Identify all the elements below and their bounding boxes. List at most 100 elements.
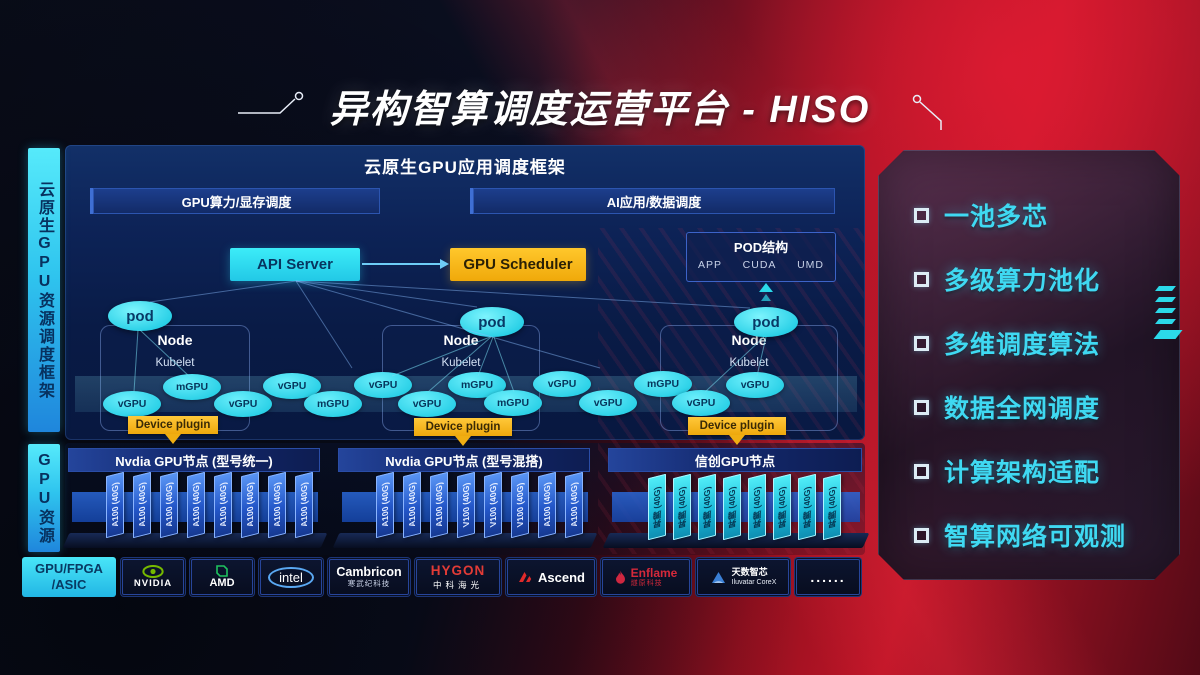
gpu-group-header-3: 信创GPU节点 (608, 448, 862, 472)
vendor-more-dots: ...... (810, 569, 846, 585)
square-bullet-icon (914, 272, 929, 287)
pod-ellipse-2: pod (460, 307, 524, 337)
slash-decoration (1153, 286, 1183, 339)
feature-row: 数据全网调度 (878, 375, 1180, 439)
pod-ellipse-1: pod (108, 301, 172, 331)
feature-label: 计算架构适配 (944, 459, 1101, 487)
ascend-logo-icon (519, 572, 532, 582)
feature-label: 多维调度算法 (944, 331, 1101, 359)
gpu-card: A100 (40G) (430, 471, 448, 539)
amd-logo-icon (216, 564, 228, 577)
node-label: Node (157, 332, 193, 348)
mgpu-unit: mGPU (304, 391, 362, 417)
gpu-card: A100 (40G) (376, 471, 394, 539)
gpu-card: 昇腾 (40G) (673, 473, 691, 541)
gpu-card: 昇腾 (40G) (823, 473, 841, 541)
gpu-scheduler-box: GPU Scheduler (450, 248, 586, 281)
page-title: 异构智算调度运营平台 - HISO (329, 89, 871, 131)
api-server-box: API Server (230, 248, 360, 281)
gpu-card: V100 (40G) (457, 471, 475, 539)
gpu-card: 昇腾 (40G) (698, 473, 716, 541)
iluvatar-logo-icon (711, 571, 725, 583)
hardware-types-box: GPU/FPGA /ASIC (22, 557, 116, 597)
rail-cloud-native-gpu-framework: 云原生GPU资源调度框架 (28, 148, 60, 432)
gpu-card: A100 (40G) (403, 471, 421, 539)
feature-row: 多维调度算法 (878, 311, 1180, 375)
feature-label: 一池多芯 (944, 203, 1049, 231)
vendor-name: NVIDIA (133, 578, 173, 590)
vgpu-unit: vGPU (579, 390, 637, 416)
device-plugin-2: Device plugin (414, 418, 512, 446)
vendor-hygon: HYGON 中科海光 (416, 559, 500, 595)
gpu-card: 昇腾 (40G) (773, 473, 791, 541)
pod-structure-item-umd: UMD (797, 259, 824, 271)
gpu-card: A100 (40G) (187, 471, 205, 539)
vendor-subname: 燧原科技 (630, 580, 663, 588)
gpu-card: 昇腾 (40G) (723, 473, 741, 541)
gpu-card: 昇腾 (40G) (648, 473, 666, 541)
vendor-nvidia: NVIDIA (122, 559, 184, 595)
device-plugin-3: Device plugin (688, 417, 786, 445)
gpu-card: A100 (40G) (565, 471, 583, 539)
pod-ellipse-3: pod (734, 307, 798, 337)
vgpu-unit: vGPU (672, 390, 730, 416)
hardware-line1: GPU/FPGA (35, 560, 103, 576)
bar-ai-data-scheduling: AI应用/数据调度 (470, 188, 835, 214)
vendor-more: ...... (796, 559, 860, 595)
pod-structure-title: POD结构 (733, 240, 789, 255)
hardware-line2: /ASIC (51, 577, 87, 592)
gpu-group-header-2: Nvdia GPU节点 (型号混搭) (338, 448, 590, 472)
kubelet-label: Kubelet (729, 357, 769, 369)
bar-gpu-compute-scheduling: GPU算力/显存调度 (90, 188, 380, 214)
gpu-card: A100 (40G) (160, 471, 178, 539)
kubelet-label: Kubelet (155, 357, 195, 369)
gpu-card: A100 (40G) (133, 471, 151, 539)
vendor-subname: 寒武纪科技 (347, 579, 391, 589)
gpu-card: 昇腾 (40G) (748, 473, 766, 541)
feature-row: 多级算力池化 (878, 247, 1180, 311)
square-bullet-icon (914, 528, 929, 543)
vgpu-unit: vGPU (398, 391, 456, 417)
feature-label: 智算网络可观测 (944, 523, 1127, 551)
intel-logo: intel (268, 566, 314, 588)
gpu-group-header-1: Nvdia GPU节点 (型号统一) (68, 448, 320, 472)
vendor-subname: 中科海光 (432, 579, 483, 590)
vendor-ascend: Ascend (507, 559, 595, 595)
device-plugin-1: Device plugin (128, 416, 218, 444)
vendor-iluvatar: 天数智芯 Iluvatar CoreX (697, 559, 789, 595)
feature-panel: 一池多芯多级算力池化 多维调度算法 数据全网调度 计算架构适配 智算网络可观测 (878, 150, 1180, 580)
pod-structure-box: POD结构 APP CUDA UMD (686, 232, 836, 282)
feature-label: 多级算力池化 (944, 267, 1101, 295)
vgpu-unit: vGPU (354, 372, 412, 398)
pod-structure-item-cuda: CUDA (742, 259, 777, 271)
gpu-card: A100 (40G) (214, 471, 232, 539)
square-bullet-icon (914, 400, 929, 415)
gpu-card: 昇腾 (40G) (798, 473, 816, 541)
vendor-cambricon: Cambricon 寒武纪科技 (329, 559, 409, 595)
square-bullet-icon (914, 464, 929, 479)
square-bullet-icon (914, 336, 929, 351)
gpu-card: A100 (40G) (106, 471, 124, 539)
gpu-card: V100 (40G) (511, 471, 529, 539)
gpu-card: A100 (40G) (241, 471, 259, 539)
vgpu-unit: vGPU (533, 371, 591, 397)
mgpu-unit: mGPU (163, 374, 221, 400)
nvidia-eye-icon (142, 565, 164, 579)
gpu-card: A100 (40G) (295, 471, 313, 539)
vendor-name: Enflame (630, 565, 678, 580)
gpu-card: A100 (40G) (268, 471, 286, 539)
vendor-enflame: Enflame 燧原科技 (602, 559, 690, 595)
vgpu-unit: vGPU (214, 391, 272, 417)
vendor-name: 天数智芯 (731, 567, 768, 578)
vendor-name: HYGON (430, 563, 486, 579)
vendor-subname: Iluvatar CoreX (731, 578, 777, 586)
vendor-name: AMD (209, 576, 235, 589)
node-label: Node (443, 332, 479, 348)
feature-label: 数据全网调度 (944, 395, 1101, 423)
vendor-logo-row: NVIDIA AMD intel Cambricon 寒武纪科技 HYGON 中科海光 Asc… (122, 559, 860, 595)
feature-row: 一池多芯 (878, 183, 1180, 247)
vgpu-unit: vGPU (726, 372, 784, 398)
enflame-flame-icon (615, 570, 625, 584)
vgpu-unit: vGPU (103, 391, 161, 417)
